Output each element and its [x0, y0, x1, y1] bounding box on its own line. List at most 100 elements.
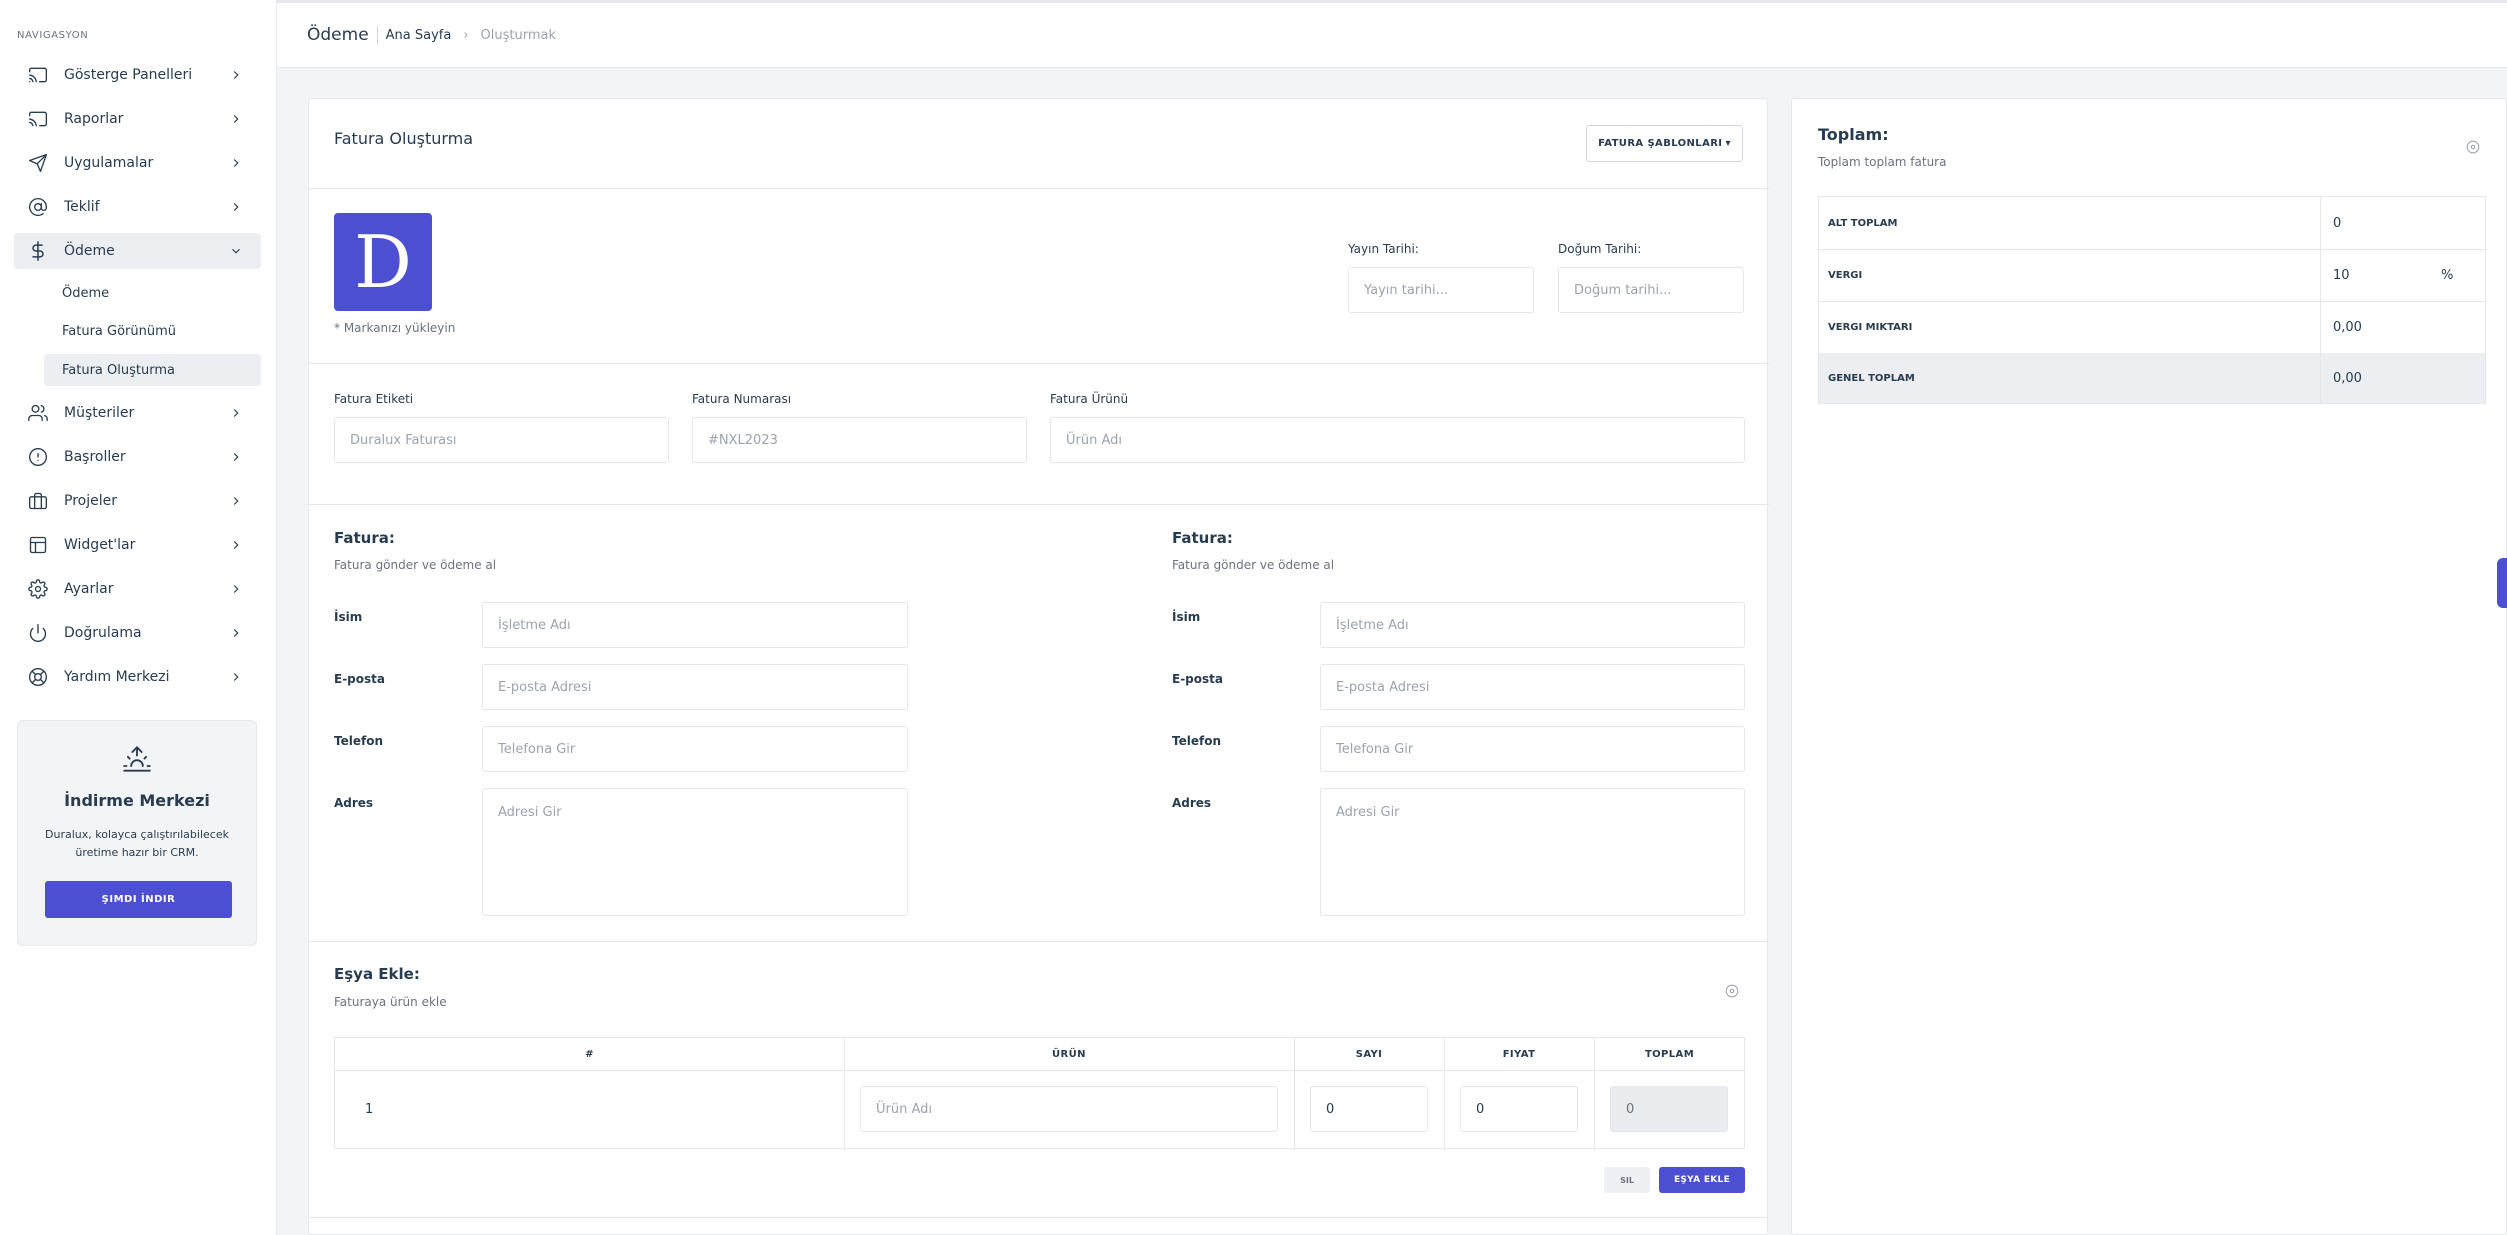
invoice-number-input[interactable]: #NXL2023: [692, 417, 1027, 463]
to-name-input[interactable]: İşletme Adı: [1320, 602, 1745, 648]
divider: [309, 188, 1769, 189]
invoice-product-label: Fatura Ürünü: [1050, 392, 1129, 406]
settings-icon: [28, 579, 48, 599]
from-address-textarea[interactable]: Adresi Gir: [482, 788, 908, 916]
issue-date-input[interactable]: Yayın tarihi...: [1348, 267, 1534, 313]
divider: [309, 1217, 1769, 1218]
totals-row-label: GENEL TOPLAM: [1828, 372, 1915, 384]
download-center-text: Duralux, kolayca çalıştırılabilecek üret…: [45, 828, 229, 859]
totals-table: ALT TOPLAM 0 VERGI 10 % VERGI MIKTARI 0,…: [1818, 196, 2486, 404]
item-qty-input[interactable]: 0: [1310, 1086, 1428, 1132]
sidebar-subitem-label: Fatura Görünümü: [62, 323, 177, 339]
invoice-product-input[interactable]: Ürün Adı: [1050, 417, 1745, 463]
sidebar-item-widgets[interactable]: Widget'lar: [14, 527, 261, 563]
to-phone-label: Telefon: [1172, 734, 1221, 748]
chevron-right-icon: [233, 115, 239, 123]
due-date-label: Doğum Tarihi:: [1558, 242, 1642, 256]
sidebar-item-customers[interactable]: Müşteriler: [14, 395, 261, 431]
table-col-divider: [844, 1038, 845, 1150]
from-name-input[interactable]: İşletme Adı: [482, 602, 908, 648]
item-product-input[interactable]: Ürün Adı: [860, 1086, 1278, 1132]
power-icon: [29, 624, 47, 642]
sidebar-item-label: Raporlar: [64, 111, 124, 127]
totals-row-value: 0,00: [2333, 370, 2362, 386]
chevron-right-icon: [233, 673, 239, 681]
breadcrumb-current: Oluşturmak: [480, 27, 557, 43]
add-items-title: Eşya Ekle:: [334, 965, 420, 983]
items-header-total: TOPLAM: [1644, 1048, 1695, 1060]
sidebar-item-label: Yardım Merkezi: [64, 669, 170, 685]
sidebar-item-label: Müşteriler: [64, 405, 135, 421]
sidebar-item-label: Widget'lar: [64, 537, 136, 553]
sidebar-item-leads[interactable]: Başroller: [14, 439, 261, 475]
totals-row-label: VERGI: [1828, 269, 1863, 281]
from-email-input[interactable]: E-posta Adresi: [482, 664, 908, 710]
bill-to-subtitle: Fatura gönder ve ödeme al: [1172, 558, 1335, 572]
due-date-input[interactable]: Doğum tarihi...: [1558, 267, 1744, 313]
customizer-toggle-tab[interactable]: [2497, 558, 2507, 608]
alert-circle-icon: [29, 448, 47, 466]
from-phone-input[interactable]: Telefona Gir: [482, 726, 908, 772]
totals-row-value: 0: [2333, 215, 2342, 231]
add-item-button[interactable]: EŞYA EKLE: [1659, 1167, 1745, 1193]
chevron-right-icon: [233, 453, 239, 461]
sidebar-item-help-center[interactable]: Yardım Merkezi: [14, 659, 261, 695]
delete-item-button[interactable]: SIL: [1604, 1167, 1650, 1193]
dollar-sign-icon: [32, 241, 44, 261]
chevron-down-icon: [232, 248, 240, 254]
sidebar-subitem-invoice-create[interactable]: Fatura Oluşturma: [44, 354, 261, 386]
to-phone-input[interactable]: Telefona Gir: [1320, 726, 1745, 772]
sidebar-item-label: Teklif: [64, 199, 100, 215]
totals-card: Toplam: Toplam toplam fatura ALT TOPLAM …: [1791, 98, 2507, 1235]
sidebar-subitem-payment[interactable]: Ödeme: [44, 277, 261, 309]
divider: [309, 941, 1769, 942]
bill-to-title: Fatura:: [1172, 529, 1233, 547]
brand-logo-upload[interactable]: D: [334, 213, 432, 311]
item-price-input[interactable]: 0: [1460, 1086, 1578, 1132]
sidebar-subitem-invoice-view[interactable]: Fatura Görünümü: [44, 315, 261, 347]
divider: [309, 504, 1769, 505]
totals-row-tax: VERGI 10 %: [1819, 249, 2485, 301]
sidebar-item-reports[interactable]: Raporlar: [14, 101, 261, 137]
table-header-divider: [335, 1070, 1746, 1071]
table-col-divider: [1594, 1038, 1595, 1150]
sidebar-item-settings[interactable]: Ayarlar: [14, 571, 261, 607]
page-header: Ödeme Ana Sayfa › Oluşturmak: [277, 0, 2507, 68]
cast-icon: [29, 111, 47, 127]
breadcrumb-home-link[interactable]: Ana Sayfa: [385, 27, 452, 43]
breadcrumb-divider: [376, 26, 378, 44]
item-row-number: 1: [365, 1102, 374, 1117]
totals-subtitle: Toplam toplam fatura: [1818, 155, 1947, 169]
totals-row-value: 0,00: [2333, 319, 2362, 335]
chevron-right-icon: [233, 159, 239, 167]
sidebar-item-projects[interactable]: Projeler: [14, 483, 261, 519]
caret-down-icon: ▾: [1725, 138, 1731, 149]
download-now-button[interactable]: ŞIMDI İNDIR: [45, 881, 232, 918]
invoice-label-input[interactable]: Duralux Faturası: [334, 417, 669, 463]
info-icon[interactable]: [2466, 140, 2480, 154]
invoice-number-label: Fatura Numarası: [692, 392, 792, 406]
items-header-qty: SAYI: [1355, 1048, 1383, 1060]
sidebar-item-applications[interactable]: Uygulamalar: [14, 145, 261, 181]
bill-from-subtitle: Fatura gönder ve ödeme al: [334, 558, 497, 572]
to-email-label: E-posta: [1172, 672, 1223, 686]
from-phone-label: Telefon: [334, 734, 383, 748]
info-icon[interactable]: [1725, 984, 1739, 998]
sidebar-item-label: Projeler: [64, 493, 117, 509]
send-icon: [29, 154, 47, 172]
invoice-label-label: Fatura Etiketi: [334, 392, 414, 406]
to-email-input[interactable]: E-posta Adresi: [1320, 664, 1745, 710]
issue-date-label: Yayın Tarihi:: [1348, 242, 1419, 256]
sidebar-subitem-label: Fatura Oluşturma: [62, 362, 175, 378]
tax-rate-input[interactable]: 10: [2333, 267, 2350, 283]
chevron-right-icon: [233, 629, 239, 637]
sidebar-item-authentication[interactable]: Doğrulama: [14, 615, 261, 651]
invoice-templates-button[interactable]: FATURA ŞABLONLARI ▾: [1586, 125, 1743, 162]
download-center-card: İndirme Merkezi Duralux, kolayca çalıştı…: [17, 720, 257, 946]
sidebar-item-payment[interactable]: Ödeme: [14, 233, 261, 269]
sidebar-item-proposal[interactable]: Teklif: [14, 189, 261, 225]
bill-from-title: Fatura:: [334, 529, 395, 547]
to-address-textarea[interactable]: Adresi Gir: [1320, 788, 1745, 916]
sidebar-item-dashboards[interactable]: Gösterge Panelleri: [14, 57, 261, 93]
items-header-price: FIYAT: [1502, 1048, 1536, 1060]
